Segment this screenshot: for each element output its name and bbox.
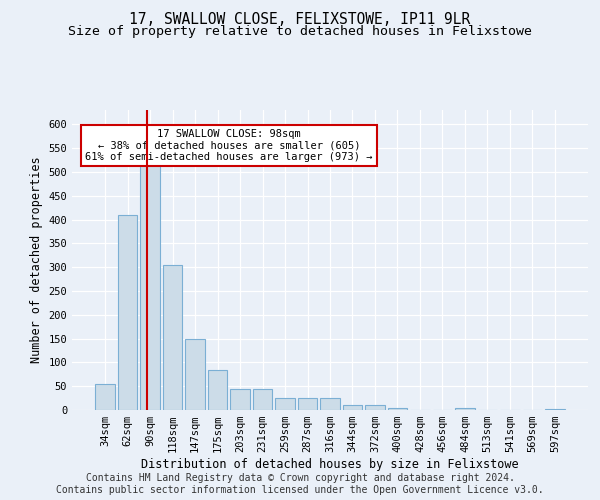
X-axis label: Distribution of detached houses by size in Felixstowe: Distribution of detached houses by size … [141,458,519,471]
Text: 17 SWALLOW CLOSE: 98sqm
← 38% of detached houses are smaller (605)
61% of semi-d: 17 SWALLOW CLOSE: 98sqm ← 38% of detache… [85,129,373,162]
Bar [365,405,385,410]
Bar [185,338,205,410]
Bar [545,408,565,410]
Bar [320,398,340,410]
Bar [163,265,182,410]
Text: Size of property relative to detached houses in Felixstowe: Size of property relative to detached ho… [68,25,532,38]
Bar [230,388,250,410]
Text: Contains HM Land Registry data © Crown copyright and database right 2024.
Contai: Contains HM Land Registry data © Crown c… [56,474,544,495]
Bar [95,384,115,410]
Bar [140,158,160,410]
Text: 17, SWALLOW CLOSE, FELIXSTOWE, IP11 9LR: 17, SWALLOW CLOSE, FELIXSTOWE, IP11 9LR [130,12,470,28]
Bar [343,405,362,410]
Bar [388,408,407,410]
Bar [275,398,295,410]
Bar [298,398,317,410]
Bar [253,388,272,410]
Bar [455,408,475,410]
Bar [208,370,227,410]
Bar [118,215,137,410]
Y-axis label: Number of detached properties: Number of detached properties [30,156,43,364]
